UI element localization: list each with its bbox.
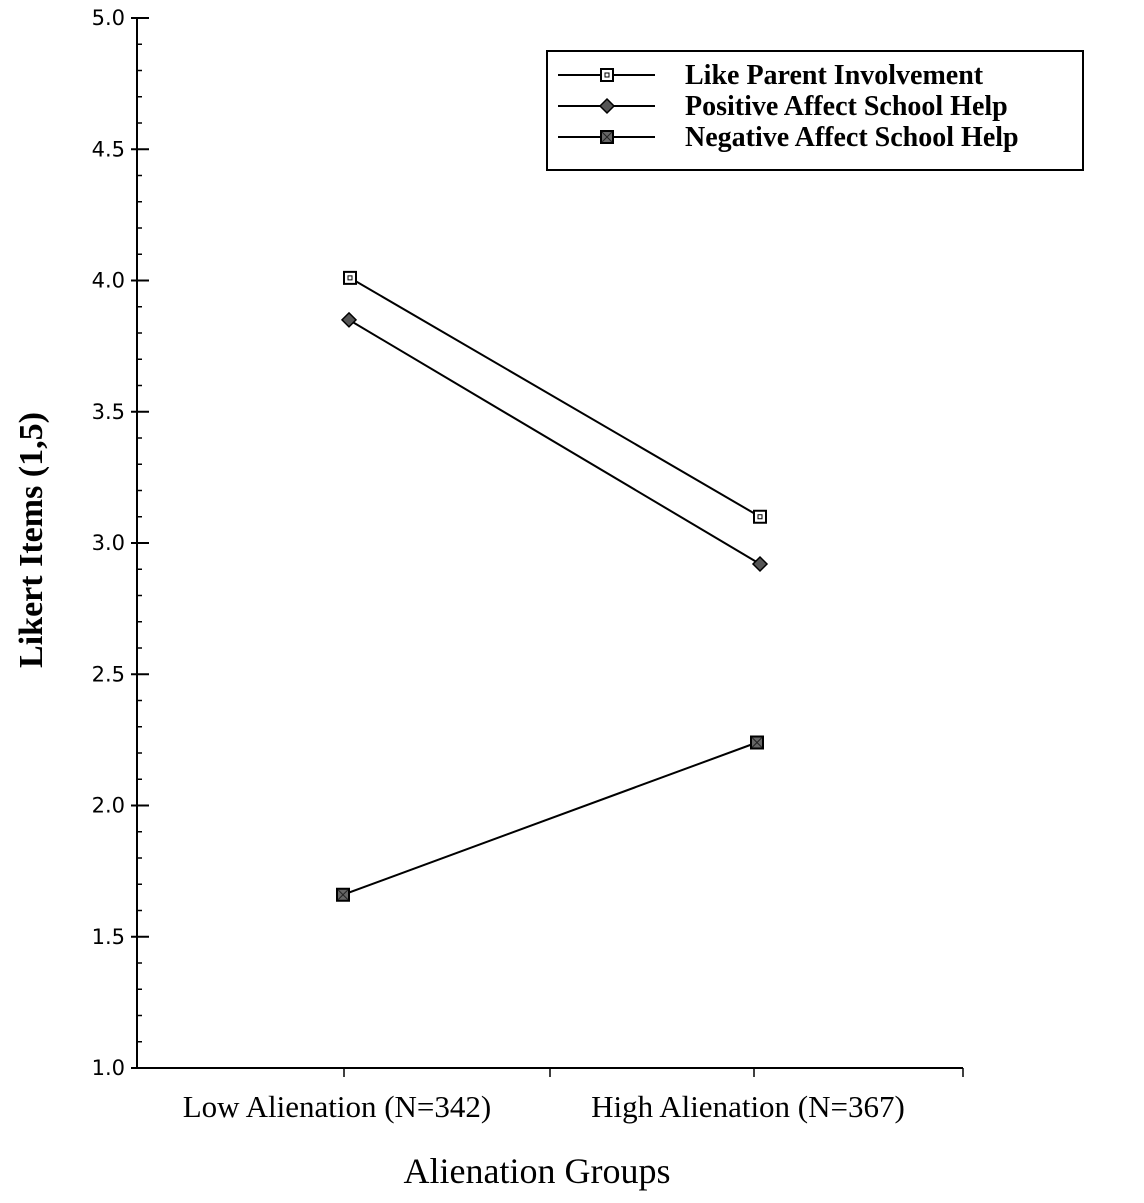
y-tick-label: 3.0: [92, 531, 125, 555]
series-line: [348, 319, 761, 565]
y-tick-label: 5.0: [92, 6, 125, 30]
legend-marker: [600, 68, 614, 82]
data-point: [336, 887, 350, 902]
x-category-labels: Low Alienation (N=342) High Alienation (…: [183, 1089, 905, 1124]
data-point: [343, 270, 357, 285]
legend-label: Positive Affect School Help: [685, 91, 1008, 122]
series-1: [343, 270, 767, 524]
series-layer: [336, 270, 769, 902]
y-tick-label: 4.5: [92, 137, 125, 161]
y-axis-title: Likert Items (1,5): [13, 412, 50, 668]
y-tick-label: 3.5: [92, 400, 125, 424]
x-category-label-high: High Alienation (N=367): [591, 1089, 905, 1124]
series-line: [342, 741, 758, 896]
x-category-label-low: Low Alienation (N=342): [183, 1089, 492, 1124]
y-tick-label: 4.0: [92, 269, 125, 293]
series-2: [340, 311, 769, 573]
legend-marker: [598, 97, 616, 115]
legend-item-2: Positive Affect School Help: [558, 91, 1008, 122]
y-tick-label: 1.5: [92, 925, 125, 949]
data-point: [750, 735, 764, 750]
legend-marker: [600, 130, 614, 144]
legend-item-1: Like Parent Involvement: [558, 60, 984, 91]
x-axis-title: Alienation Groups: [404, 1151, 671, 1191]
series-line: [349, 277, 761, 518]
y-tick-label: 2.5: [92, 662, 125, 686]
y-tick-label: 1.0: [92, 1056, 125, 1080]
legend-item-3: Negative Affect School Help: [558, 122, 1019, 153]
y-ticks: 1.0 1.5 2.0 2.5 3.0 3.5 4.0 4.5 5.0: [92, 6, 149, 1080]
axes: [136, 18, 963, 1069]
legend-label: Like Parent Involvement: [685, 60, 984, 91]
x-ticks: [343, 1068, 964, 1077]
y-tick-label: 2.0: [92, 794, 125, 818]
data-point: [753, 509, 767, 524]
data-point: [340, 311, 358, 328]
data-point: [751, 555, 769, 573]
legend-box: [546, 50, 1084, 171]
legend-label: Negative Affect School Help: [685, 122, 1019, 153]
series-3: [336, 735, 764, 902]
